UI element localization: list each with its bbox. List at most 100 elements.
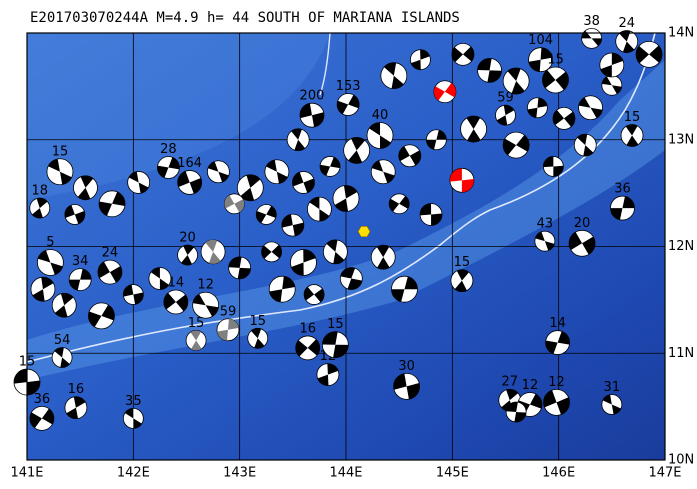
compressional-quadrant <box>128 171 139 183</box>
focal-mechanism <box>64 204 86 225</box>
focal-mechanism <box>477 57 502 83</box>
focal-mechanism <box>450 269 474 293</box>
x-tick-label: 146E <box>542 466 575 481</box>
compressional-quadrant <box>591 38 602 46</box>
compressional-quadrant <box>351 137 365 151</box>
depth-label: 15 <box>327 317 344 332</box>
compressional-quadrant <box>544 241 555 251</box>
compressional-quadrant <box>224 195 235 209</box>
focal-mechanism <box>370 244 396 270</box>
compressional-quadrant <box>133 292 144 305</box>
focal-mechanism <box>332 185 360 212</box>
compressional-quadrant <box>426 139 437 150</box>
compressional-quadrant <box>181 255 192 266</box>
focal-mechanism <box>391 275 418 303</box>
focal-mechanism <box>163 289 189 315</box>
focal-mechanism <box>30 276 56 302</box>
depth-label: 16 <box>68 382 85 397</box>
compressional-quadrant <box>192 293 206 306</box>
focal-mechanism <box>316 363 340 387</box>
compressional-quadrant <box>555 71 569 90</box>
focal-mechanism <box>36 249 64 276</box>
compressional-quadrant <box>246 174 261 188</box>
compressional-quadrant <box>292 222 304 236</box>
depth-label: 27 <box>501 375 518 390</box>
focal-mechanism <box>64 396 88 420</box>
focal-mechanism <box>307 196 332 222</box>
depth-label: 5 <box>46 235 54 250</box>
focal-mechanism <box>88 302 115 330</box>
focal-mechanism <box>46 158 74 186</box>
focal-mechanism <box>29 405 55 431</box>
focal-mechanism <box>73 175 98 201</box>
compressional-quadrant <box>276 171 288 184</box>
compressional-quadrant <box>557 331 570 345</box>
focal-mechanism <box>635 40 663 68</box>
focal-mechanism <box>410 49 431 71</box>
compressional-quadrant <box>73 396 86 408</box>
focal-mechanism <box>261 241 282 263</box>
compressional-quadrant <box>622 41 635 53</box>
focal-mechanism <box>495 104 516 126</box>
compressional-quadrant <box>611 53 624 66</box>
compressional-quadrant <box>29 412 42 429</box>
compressional-quadrant <box>527 107 538 118</box>
focal-mechanism <box>425 129 447 151</box>
compressional-quadrant <box>569 232 583 250</box>
compressional-quadrant <box>333 251 345 264</box>
compressional-quadrant <box>409 150 421 166</box>
x-tick-label: 141E <box>10 466 43 481</box>
compressional-quadrant <box>583 145 594 157</box>
focal-mechanism <box>545 330 571 355</box>
compressional-quadrant <box>189 177 202 194</box>
depth-label: 14 <box>168 276 185 291</box>
depth-label: 200 <box>300 89 325 104</box>
focal-mechanism <box>542 66 569 94</box>
compressional-quadrant <box>41 408 54 425</box>
depth-label: 14 <box>549 316 566 331</box>
ridge-shallows <box>27 33 330 200</box>
compressional-quadrant <box>625 124 638 136</box>
compressional-quadrant <box>299 103 312 119</box>
compressional-quadrant <box>303 178 315 193</box>
x-tick-label: 145E <box>436 466 469 481</box>
compressional-quadrant <box>217 329 228 341</box>
compressional-quadrant <box>602 394 612 405</box>
compressional-quadrant <box>208 251 221 264</box>
depth-label: 12 <box>522 378 539 393</box>
compressional-quadrant <box>487 70 502 83</box>
compressional-quadrant <box>322 331 338 345</box>
compressional-quadrant <box>391 75 404 89</box>
compressional-quadrant <box>101 304 115 321</box>
focal-mechanism <box>247 327 269 349</box>
frame <box>26 32 666 461</box>
depth-label: 20 <box>179 231 196 246</box>
focal-mechanism <box>449 167 475 193</box>
depth-label: 59 <box>497 91 514 106</box>
compressional-quadrant <box>649 45 663 63</box>
depth-label: 15 <box>52 144 69 159</box>
compressional-quadrant <box>503 105 515 116</box>
compressional-quadrant <box>311 112 324 128</box>
focal-mechanism <box>528 47 553 73</box>
compressional-quadrant <box>319 209 330 222</box>
depth-label: 153 <box>336 79 361 94</box>
trench-slope <box>27 60 665 380</box>
focal-mechanism <box>295 335 321 361</box>
epicenter <box>357 226 371 238</box>
depth-label: 15 <box>624 110 641 125</box>
compressional-quadrant <box>304 286 315 301</box>
compressional-quadrant <box>578 97 591 108</box>
compressional-quadrant <box>228 256 242 268</box>
compressional-quadrant <box>292 172 304 187</box>
compressional-quadrant <box>384 62 397 76</box>
compressional-quadrant <box>183 245 194 256</box>
compressional-quadrant <box>552 109 564 126</box>
focal-mechanism <box>398 144 422 168</box>
compressional-quadrant <box>371 160 384 172</box>
compressional-quadrant <box>389 198 400 212</box>
focal-mechanism <box>502 131 530 159</box>
focal-mechanism <box>393 372 421 400</box>
compressional-quadrant <box>66 407 79 419</box>
compressional-quadrant <box>175 294 188 312</box>
